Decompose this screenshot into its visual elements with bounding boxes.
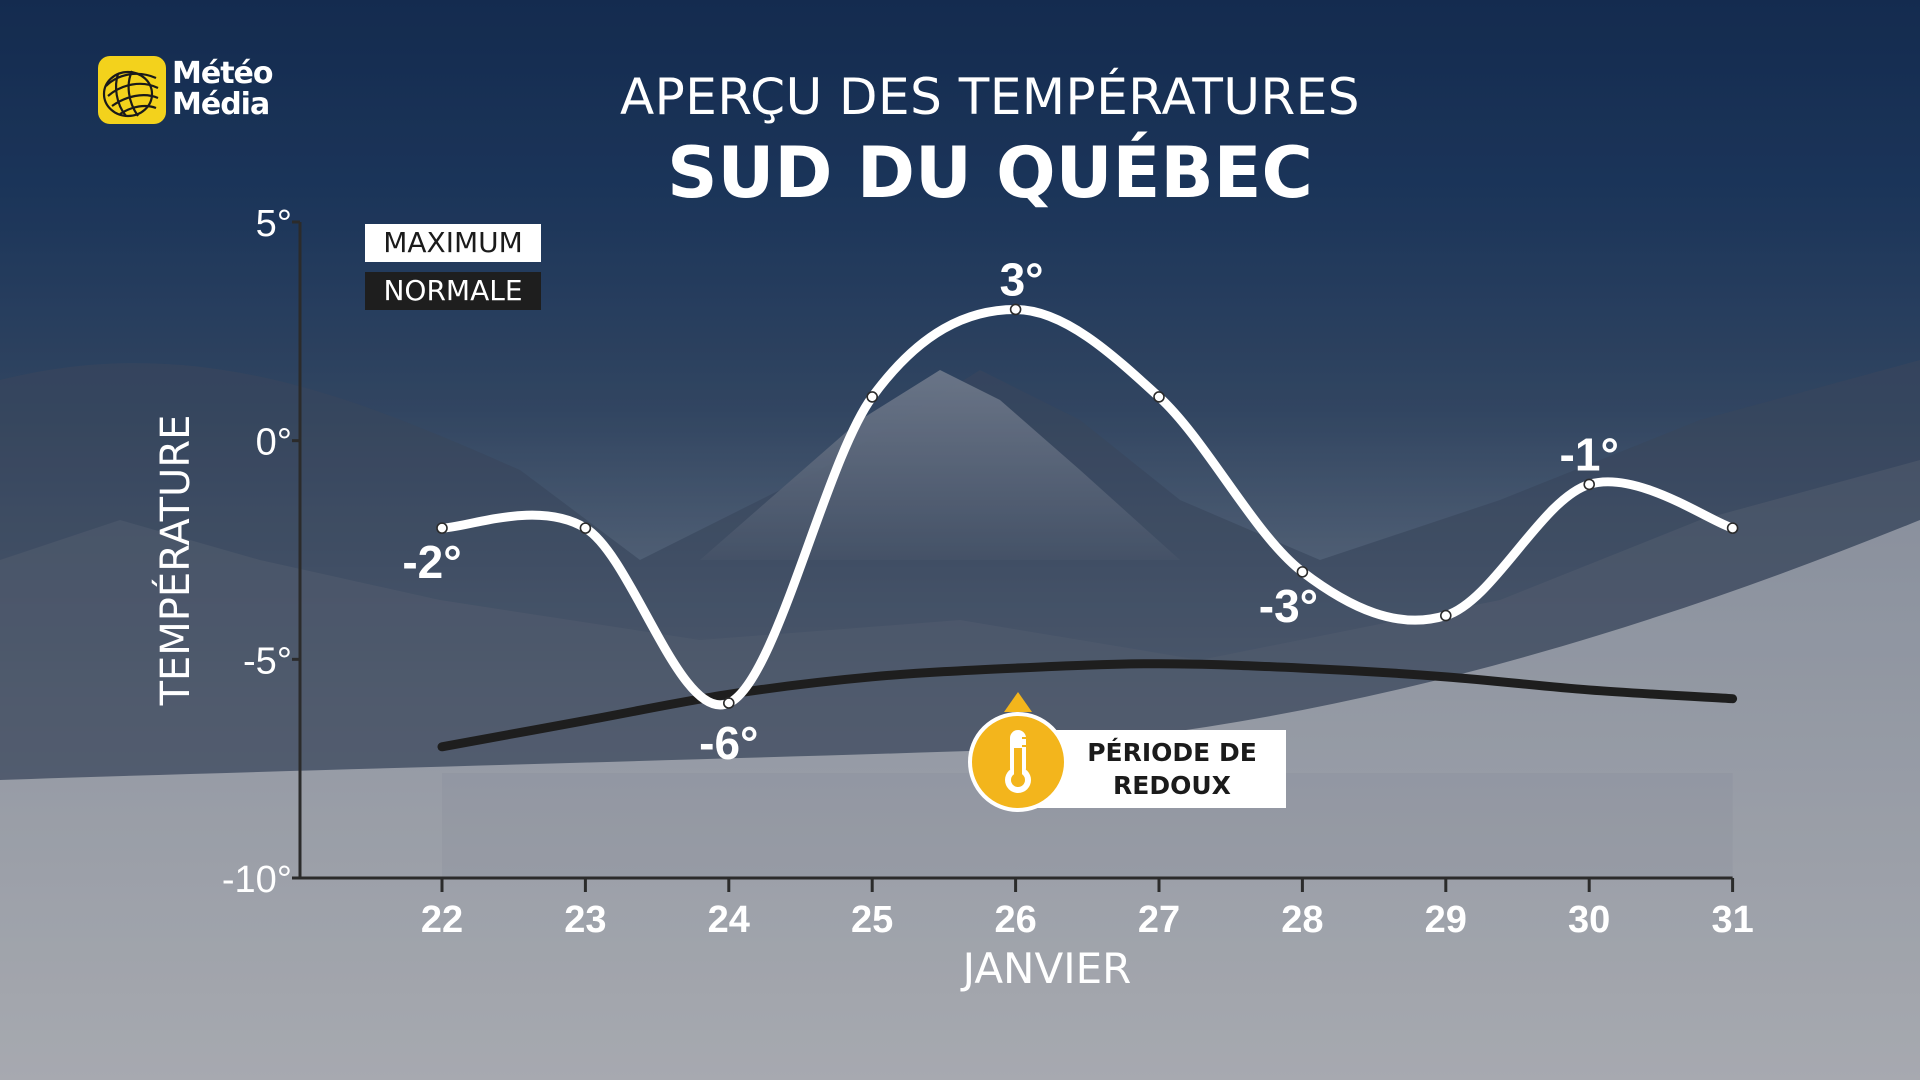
data-label: -6° (699, 717, 758, 769)
maximum-data-point (436, 522, 448, 534)
normale-series-line (437, 659, 1738, 752)
x-tick-label: 28 (1281, 899, 1323, 941)
badge-line-2: REDOUX (1113, 771, 1231, 800)
logo-line-1: Météo (172, 56, 273, 91)
maximum-data-point (866, 391, 879, 403)
x-tick-label: 26 (994, 899, 1036, 941)
data-label: 3° (1000, 253, 1044, 305)
x-tick-label: 30 (1568, 899, 1610, 941)
legend-maximum: MAXIMUM (365, 224, 541, 262)
x-tick-label: 31 (1711, 899, 1753, 941)
maximum-data-point (1583, 478, 1595, 491)
maximum-data-point (1726, 522, 1739, 534)
maximum-data-point (722, 697, 735, 709)
x-tick-label: 25 (851, 899, 893, 941)
maximum-data-point (1440, 609, 1452, 622)
data-label: -2° (402, 536, 461, 588)
thermometer-icon (968, 692, 1068, 812)
data-label: -1° (1560, 428, 1619, 480)
y-tick-label: 0° (256, 422, 292, 464)
x-tick-label: 22 (421, 899, 463, 941)
chart-title: APERÇU DES TEMPÉRATURES (619, 68, 1361, 126)
maximum-data-point (1153, 391, 1165, 403)
x-tick-label: 29 (1425, 899, 1467, 941)
x-axis-label: JANVIER (962, 944, 1132, 993)
maximum-data-point (1296, 566, 1309, 578)
logo-globe-icon (98, 56, 166, 124)
y-tick-label: -10° (222, 859, 292, 901)
maximum-data-point (1009, 303, 1022, 316)
y-tick-label: 5° (256, 203, 292, 245)
x-tick-label: 27 (1138, 899, 1180, 941)
badge-line-1: PÉRIODE DE (1087, 738, 1257, 767)
x-tick-label: 23 (564, 899, 606, 941)
chart-subtitle: SUD DU QUÉBEC (667, 132, 1313, 214)
y-tick-label: -5° (243, 640, 292, 682)
x-tick-label: 24 (708, 899, 750, 941)
y-axis-label: TEMPÉRATURE (153, 414, 199, 706)
maximum-data-point (579, 522, 592, 534)
data-label: -3° (1259, 580, 1318, 632)
logo: Météo Média (98, 56, 273, 124)
maximum-series-line (437, 304, 1738, 710)
legend-normale: NORMALE (365, 272, 541, 310)
logo-line-2: Média (172, 87, 270, 122)
